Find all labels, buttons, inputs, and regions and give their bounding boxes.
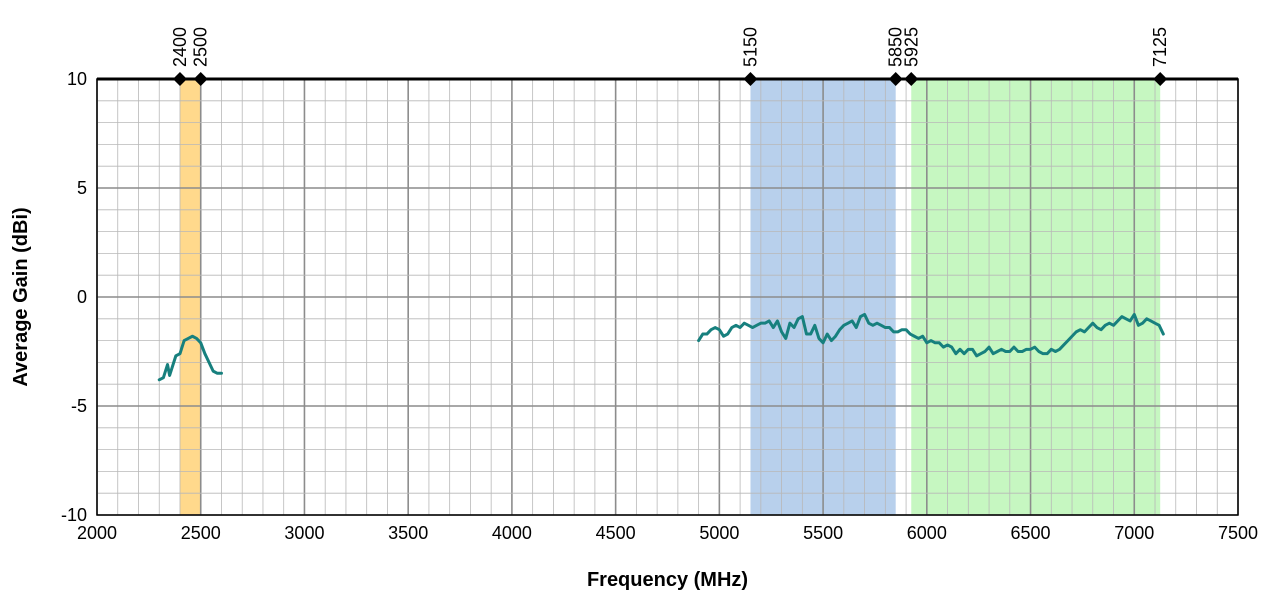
series-lines (157, 312, 1165, 382)
band-marker-2500 (193, 72, 208, 86)
x-tick-label: 7500 (1218, 523, 1258, 543)
band-marker-5925 (904, 72, 919, 86)
band-marker-5850 (888, 72, 903, 86)
x-tick-label: 4500 (596, 523, 636, 543)
y-axis-title: Average Gain (dBi) (10, 207, 32, 386)
band-marker-label-5150: 5150 (740, 27, 760, 67)
gain-series-line-1 (157, 334, 223, 382)
x-tick-label: 3000 (284, 523, 324, 543)
band-marker-2400 (172, 72, 187, 86)
x-tick-labels: 2000 2500 3000 3500 4000 4500 5000 5500 6000 6500… (77, 523, 1258, 543)
band-marker-label-5925: 5925 (901, 27, 921, 67)
band-marker-7125 (1153, 72, 1168, 86)
x-tick-label: 3500 (388, 523, 428, 543)
y-tick-labels: -10 -5 0 5 10 (61, 69, 87, 525)
x-tick-label: 5000 (699, 523, 739, 543)
x-tick-label: 6500 (1011, 523, 1051, 543)
band-marker-label-2400: 2400 (170, 27, 190, 67)
y-tick-label: 0 (77, 287, 87, 307)
x-tick-label: 7000 (1114, 523, 1154, 543)
x-tick-label: 6000 (907, 523, 947, 543)
band-marker-label-7125: 7125 (1150, 27, 1170, 67)
y-tick-label: 5 (77, 178, 87, 198)
y-tick-label: 10 (67, 69, 87, 89)
x-tick-label: 4000 (492, 523, 532, 543)
x-axis-title: Frequency (MHz) (587, 569, 748, 591)
band-marker-5150 (743, 72, 758, 86)
x-tick-label: 2500 (181, 523, 221, 543)
grid (96, 78, 1239, 516)
y-tick-label: -10 (61, 505, 87, 525)
gain-series-line-2 (697, 312, 1165, 358)
band-marker-label-5850: 5850 (886, 27, 906, 67)
x-tick-label: 2000 (77, 523, 117, 543)
y-tick-label: -5 (71, 396, 87, 416)
x-tick-label: 5500 (803, 523, 843, 543)
band-marker-label-2500: 2500 (191, 27, 211, 67)
